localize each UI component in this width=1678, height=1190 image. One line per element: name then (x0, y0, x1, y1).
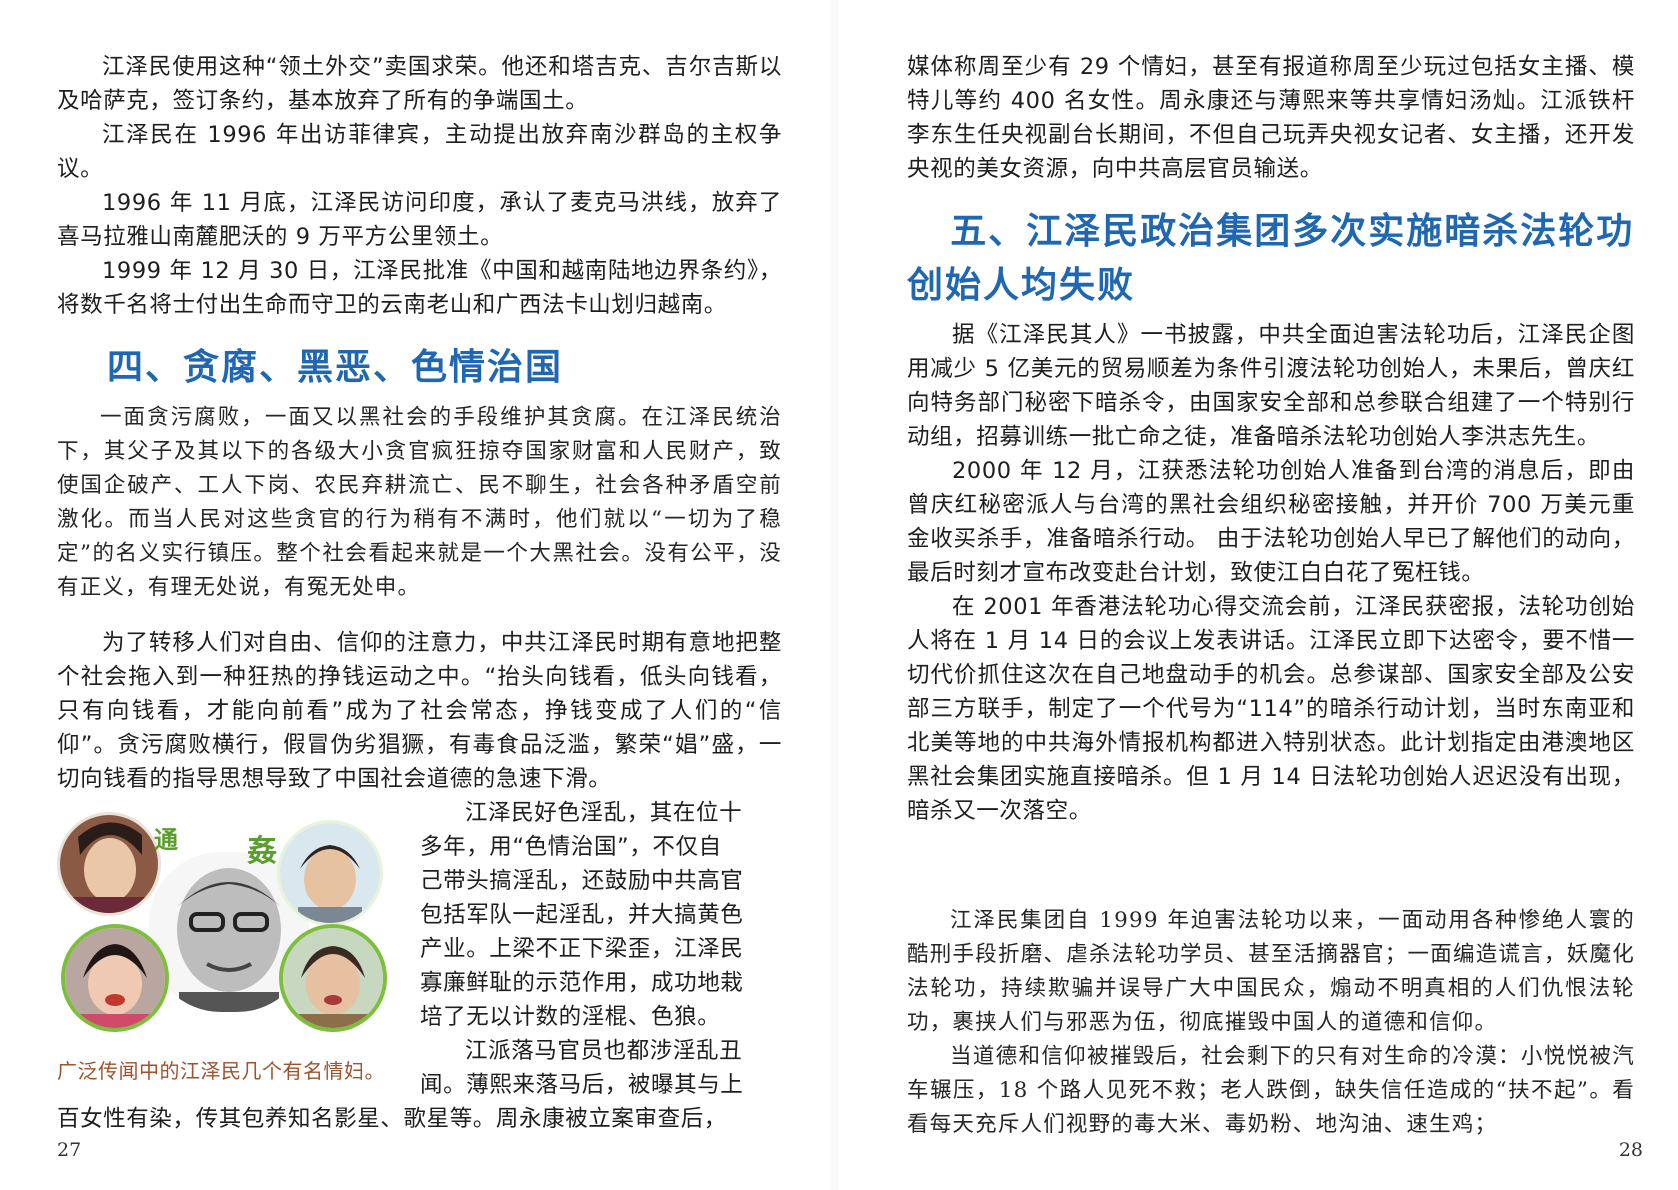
right-body-block: 据《江泽民其人》一书披露，中共全面迫害法轮功后，江泽民企图用减少 5 亿美元的贸… (907, 318, 1635, 828)
portrait-woman-bottom-left (61, 924, 169, 1032)
paragraph-vietnam: 1999 年 12 月 30 日，江泽民批准《中国和越南陆地边界条约》，将数千名… (57, 258, 782, 318)
left-page: 江泽民使用这种“领土外交”卖国求荣。他还和塔吉克、吉尔吉斯以及哈萨克，签订条约，… (0, 0, 830, 1190)
side-line-7: 培了无以计数的淫棍、色狼。 (420, 1004, 721, 1030)
side-line-4: 包括军队一起淫乱，并大搞黄色 (420, 902, 744, 928)
quote-moral-decline: 当道德和信仰被摧毁后，社会剩下的只有对生命的冷漠：小悦悦被汽车辗压，18 个路人… (907, 1044, 1635, 1137)
page-gutter (830, 0, 839, 1190)
paragraph-zhou-continued: 媒体称周至少有 29 个情妇，甚至有报道称周至少玩过包括女主播、模特儿等约 40… (907, 54, 1635, 182)
page-number-left: 27 (57, 1139, 82, 1161)
paragraph-territory-diplomacy: 江泽民使用这种“领土外交”卖国求荣。他还和塔吉克、吉尔吉斯以及哈萨克，签订条约，… (57, 54, 782, 114)
section-heading-five-line1: 五、江泽民政治集团多次实施暗杀法轮功 (950, 210, 1635, 252)
page-number-right: 28 (1618, 1139, 1643, 1161)
side-line-5: 产业。上梁不正下梁歪，江泽民 (420, 936, 744, 962)
collage-word-jian: 姦 (247, 834, 277, 869)
side-line-2: 多年，用“色情治国”，不仅自 (420, 834, 722, 860)
collage-word-tong: 通 (154, 825, 178, 854)
side-line-3: 己带头搞淫乱，还鼓励中共高官 (420, 868, 744, 894)
paragraph-india: 1996 年 11 月底，江泽民访问印度，承认了麦克马洪线，放弃了喜马拉雅山南麓… (57, 190, 782, 250)
side-line-1: 江泽民好色淫乱，其在位十 (465, 800, 743, 826)
section-heading-five-line2: 创始人均失败 (907, 264, 1136, 306)
side-line-6: 寡廉鲜耻的示范作用，成功地栽 (420, 970, 744, 996)
image-caption: 广泛传闻中的江泽民几个有名情妇。 (57, 1059, 385, 1083)
paragraph-extradition: 据《江泽民其人》一书披露，中共全面迫害法轮功后，江泽民企图用减少 5 亿美元的贸… (907, 322, 1635, 450)
quote-persecution: 江泽民集团自 1999 年迫害法轮功以来，一面动用各种惨绝人寰的酷刑手段折磨、虐… (907, 908, 1635, 1035)
right-page: 媒体称周至少有 29 个情妇，甚至有报道称周至少玩过包括女主播、模特儿等约 40… (839, 0, 1678, 1190)
left-top-paragraphs: 江泽民使用这种“领土外交”卖国求荣。他还和塔吉克、吉尔吉斯以及哈萨克，签订条约，… (57, 50, 782, 322)
side-line-9: 闻。薄熙来落马后，被曝其与上 (420, 1072, 744, 1098)
side-line-8: 江派落马官员也都涉淫乱丑 (465, 1038, 743, 1064)
side-text-column: 江泽民好色淫乱，其在位十 多年，用“色情治国”，不仅自 己带头搞淫乱，还鼓励中共… (420, 796, 782, 1102)
paragraph-philippines: 江泽民在 1996 年出访菲律宾，主动提出放弃南沙群岛的主权争议。 (57, 122, 782, 182)
left-money-block: 为了转移人们对自由、信仰的注意力，中共江泽民时期有意地把整个社会拖入到一种狂热的… (57, 626, 782, 796)
right-top-block: 媒体称周至少有 29 个情妇，甚至有报道称周至少玩过包括女主播、模特儿等约 40… (907, 50, 1635, 186)
paragraph-taiwan-plot: 2000 年 12 月，江获悉法轮功创始人准备到台湾的消息后，即由曾庆红秘密派人… (907, 458, 1635, 586)
right-quote-block: 江泽民集团自 1999 年迫害法轮功以来，一面动用各种惨绝人寰的酷刑手段折磨、虐… (907, 904, 1635, 1142)
portrait-woman-bottom-right (279, 924, 387, 1032)
paragraph-money-worship: 为了转移人们对自由、信仰的注意力，中共江泽民时期有意地把整个社会拖入到一种狂热的… (57, 630, 782, 792)
left-quote-block: 一面贪污腐败，一面又以黑社会的手段维护其贪腐。在江泽民统治下，其父子及其以下的各… (57, 401, 782, 605)
portrait-woman-top-right (277, 820, 383, 926)
paragraph-last-line: 百女性有染，传其包养知名影星、歌星等。周永康被立案审查后， (57, 1106, 727, 1132)
quote-corruption: 一面贪污腐败，一面又以黑社会的手段维护其贪腐。在江泽民统治下，其父子及其以下的各… (57, 405, 782, 600)
portrait-woman-top-left (57, 812, 161, 916)
paragraph-hongkong-plot: 在 2001 年香港法轮功心得交流会前，江泽民获密报，法轮功创始人将在 1 月 … (907, 594, 1635, 824)
left-last-line-block: 百女性有染，传其包养知名影星、歌星等。周永康被立案审查后， (57, 1102, 782, 1136)
section-heading-four: 四、贪腐、黑恶、色情治国 (107, 346, 564, 388)
photo-collage: 通 姦 (57, 812, 407, 1046)
